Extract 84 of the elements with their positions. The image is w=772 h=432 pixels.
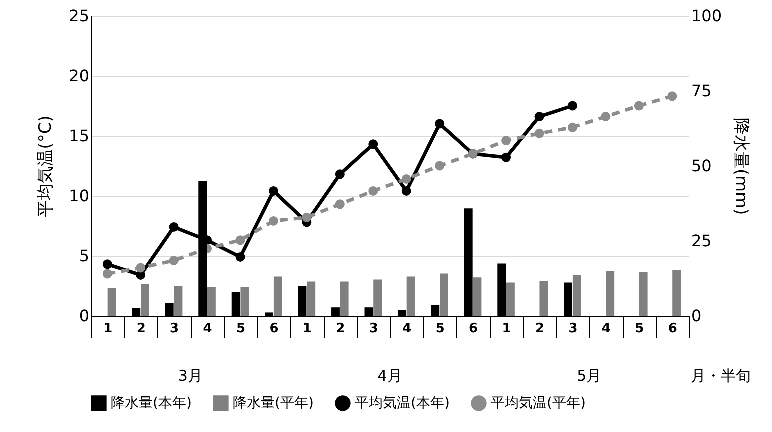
point [568, 101, 578, 111]
x-tick-label: 5 [236, 322, 246, 336]
legend-label: 降水量(平年) [233, 395, 314, 412]
legend-label: 平均気温(平年) [491, 395, 586, 412]
x-tick-label: 2 [136, 322, 146, 336]
x-tick-label: 2 [336, 322, 346, 336]
bar [174, 286, 183, 316]
point [402, 186, 412, 196]
text: 4月 [378, 367, 402, 385]
point [368, 186, 378, 196]
point [102, 269, 112, 279]
point [268, 186, 278, 196]
x-tick-label: 1 [302, 322, 312, 336]
point [368, 140, 378, 150]
bar [506, 282, 515, 316]
point [435, 161, 445, 171]
y2-tick-label: 50 [692, 156, 712, 176]
y-tick-label: 0 [79, 306, 90, 326]
point [335, 170, 345, 180]
point [236, 236, 246, 246]
x-tick-label: 5 [635, 322, 644, 336]
y-tick-label: 15 [69, 126, 90, 146]
point [668, 92, 678, 102]
text: 5月 [577, 367, 602, 385]
y2-tick-label: 0 [692, 306, 702, 326]
y-tick-label: 25 [69, 6, 90, 26]
x-tick-label: 5 [436, 322, 445, 336]
bar [572, 275, 582, 316]
y2-tick-label: 100 [692, 6, 722, 26]
point [402, 174, 412, 184]
bar [606, 271, 615, 316]
bar [374, 280, 382, 316]
bar [340, 282, 349, 316]
point [502, 136, 512, 146]
x-tick-label: 3 [170, 322, 180, 336]
point [502, 152, 512, 162]
x-tick-label: 2 [535, 322, 545, 336]
bar [240, 287, 250, 316]
bar [473, 278, 482, 316]
point [534, 112, 544, 122]
text: 3月 [178, 367, 203, 385]
bar [141, 284, 150, 316]
legend-label: 平均気温(本年) [355, 395, 450, 412]
x-tick-label: 1 [104, 322, 113, 336]
x-tick-label: 1 [502, 322, 512, 336]
x-axis-title: 月・半旬 [691, 367, 751, 385]
point [335, 200, 345, 210]
y-tick-label: 10 [69, 186, 90, 206]
x-tick-label: 4 [602, 322, 611, 336]
x-tick-label: 6 [270, 322, 279, 336]
bar [672, 270, 682, 316]
x-tick-label: 3 [369, 322, 378, 336]
y2-tick-label: 25 [692, 232, 712, 250]
bar [307, 282, 316, 316]
point [601, 112, 611, 122]
point [302, 212, 312, 222]
point [169, 222, 179, 232]
point [136, 263, 146, 273]
bar [406, 276, 416, 316]
x-tick-label: 4 [402, 322, 412, 336]
point [236, 252, 246, 262]
x-tick-label: 4 [203, 322, 212, 336]
point [534, 128, 544, 138]
x-tick-label: 6 [668, 322, 678, 336]
point [568, 122, 578, 132]
point [169, 256, 179, 266]
bar [208, 287, 216, 316]
bar [440, 274, 448, 316]
bar [108, 288, 116, 316]
point [102, 260, 112, 270]
y2-axis-title: 降水量(mm) [731, 118, 752, 216]
x-tick-label: 6 [469, 322, 478, 336]
y-axis-title: 平均気温(°C) [36, 116, 56, 218]
y2-tick-label: 75 [692, 82, 712, 100]
legend-label: 降水量(本年) [111, 395, 192, 412]
point [435, 119, 445, 129]
bar [639, 272, 648, 316]
y-tick-label: 5 [79, 246, 90, 266]
bar [540, 281, 548, 316]
bar [274, 276, 282, 316]
y-tick-label: 20 [69, 66, 90, 86]
point [634, 101, 644, 111]
x-tick-label: 3 [568, 322, 578, 336]
point [268, 216, 278, 226]
